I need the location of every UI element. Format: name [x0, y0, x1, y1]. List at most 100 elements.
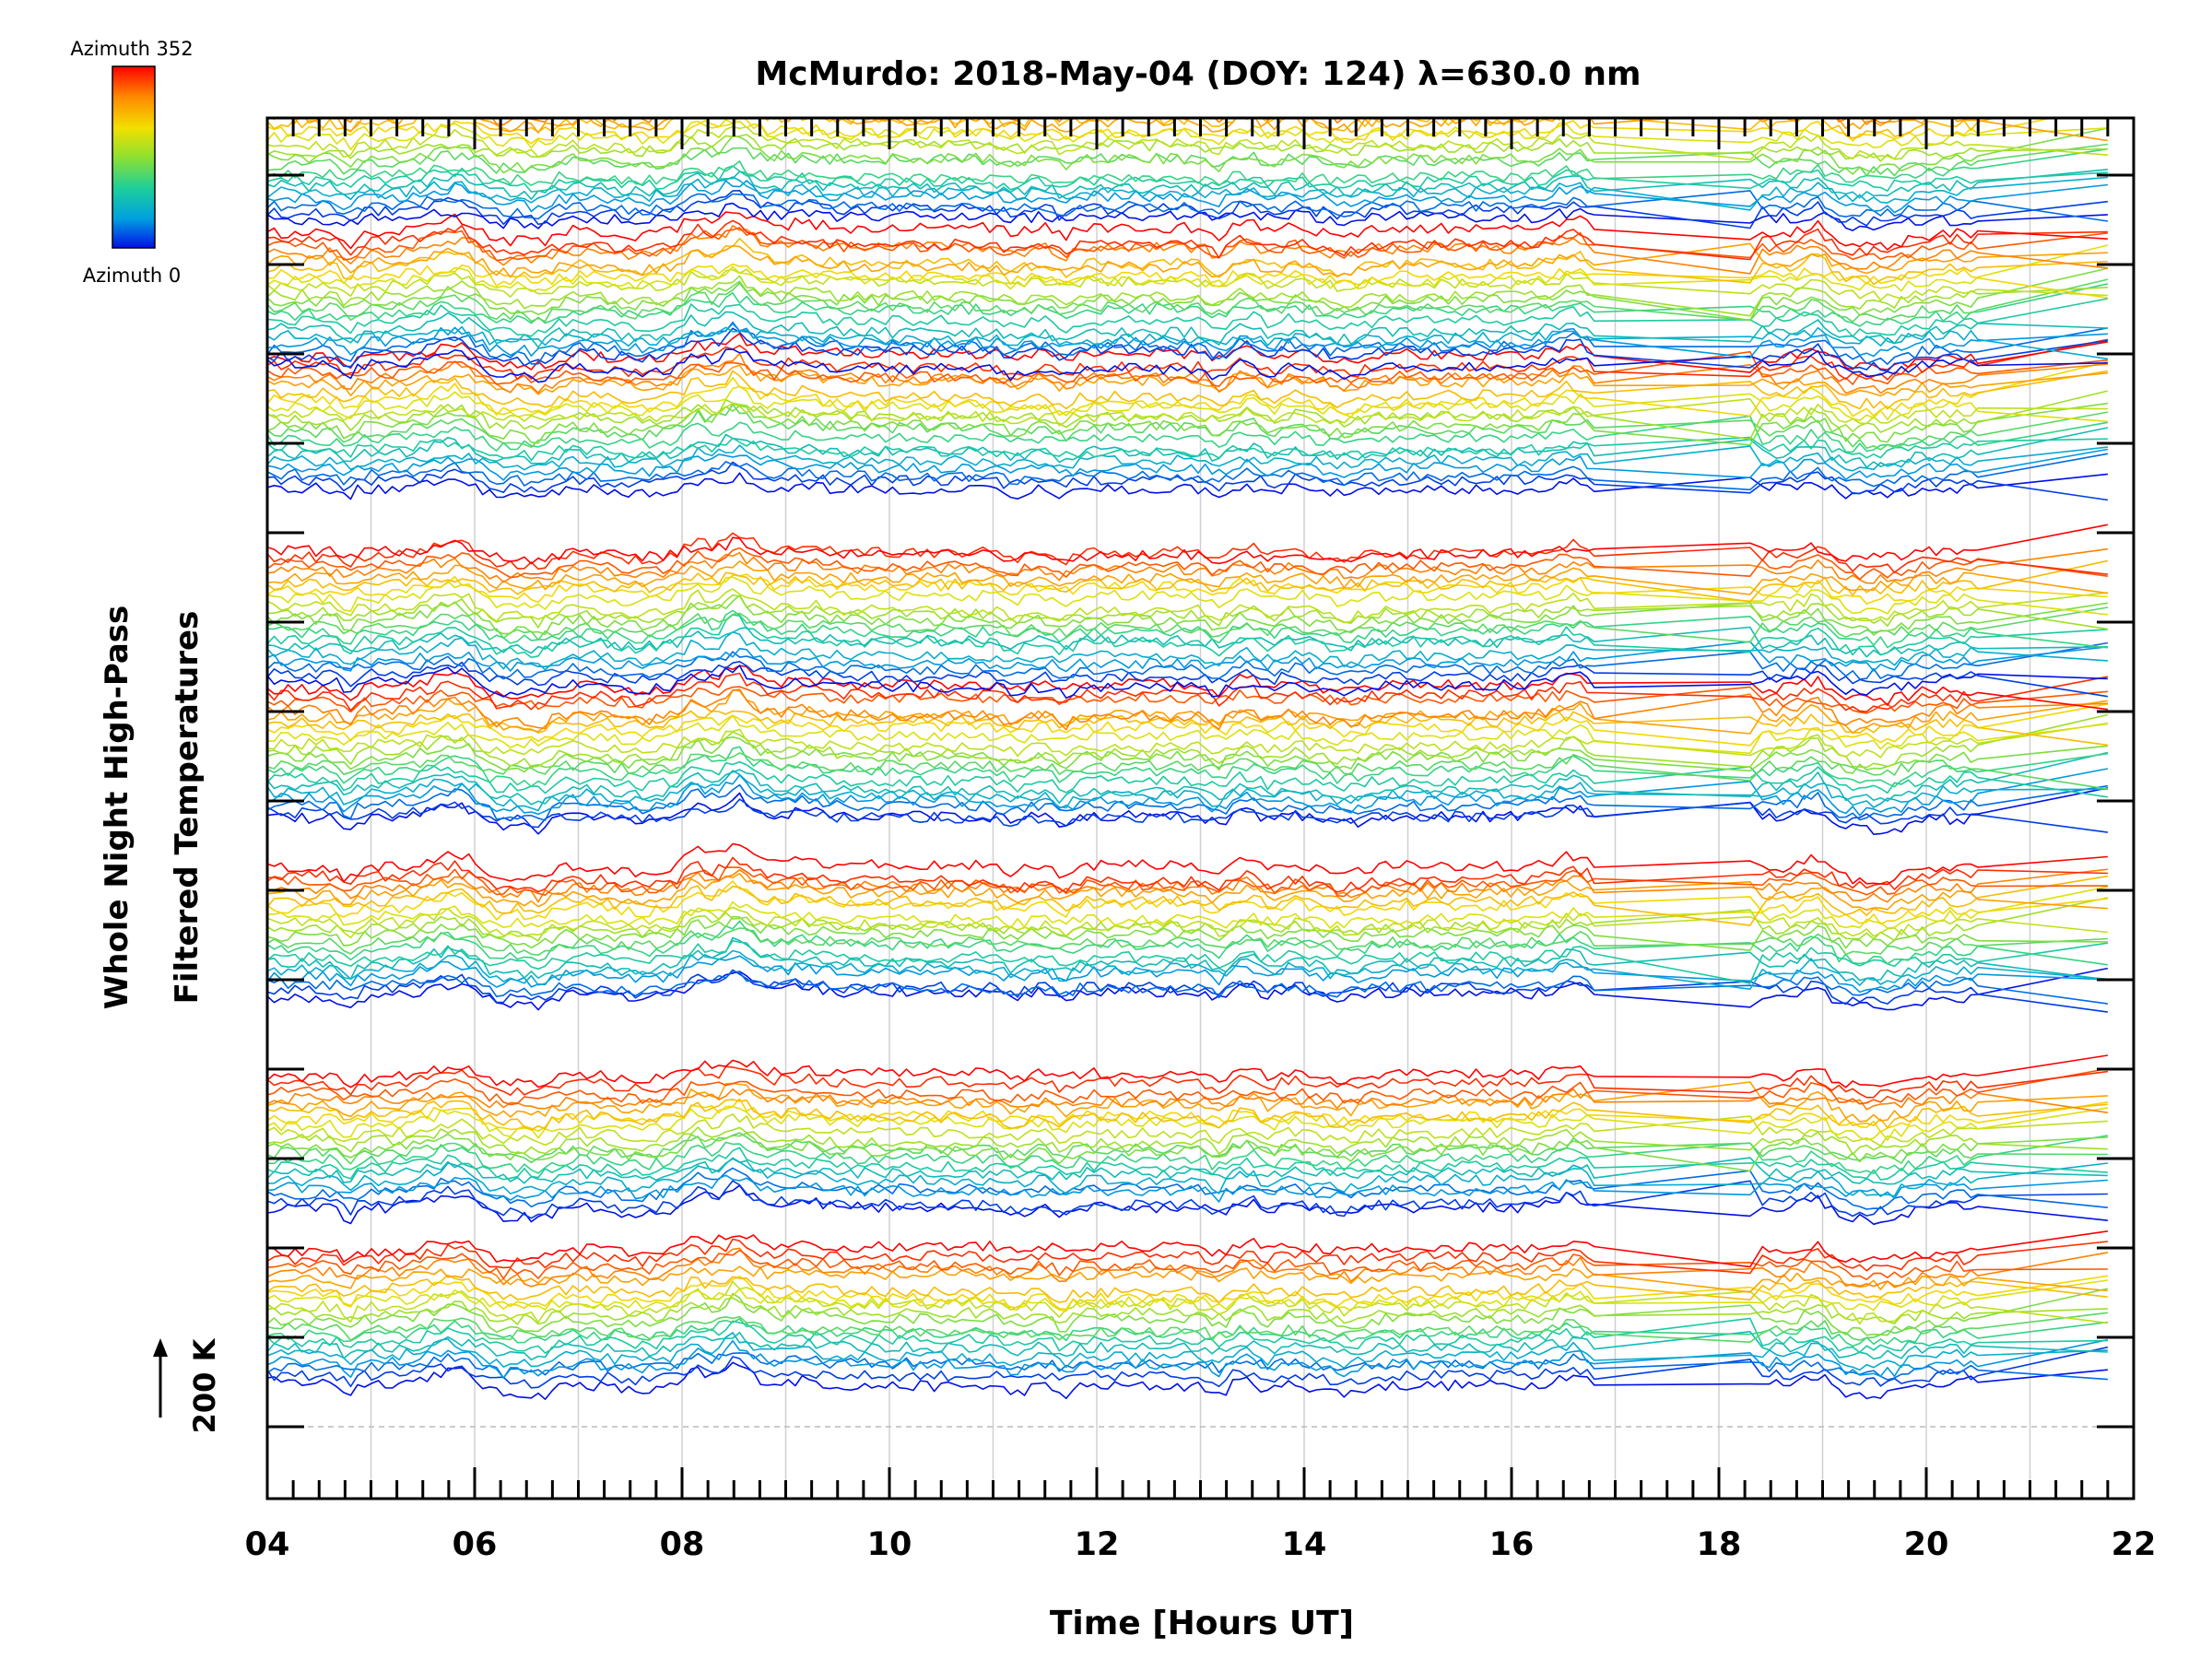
series-line [267, 360, 2109, 418]
series-line [267, 735, 2108, 774]
series-line [267, 630, 2108, 671]
series-line [267, 1157, 2108, 1185]
series-line [267, 1297, 2108, 1325]
series-line [267, 190, 2109, 222]
series-line [267, 118, 1998, 139]
series-line [267, 263, 2109, 299]
series-line [267, 1054, 2109, 1088]
series-line [267, 1247, 2109, 1288]
series-line [267, 436, 2108, 462]
series-line [267, 969, 2109, 1013]
series-line [267, 244, 2109, 293]
series-line [267, 1249, 2108, 1281]
series-line [267, 641, 2109, 680]
series-line [267, 1147, 2108, 1181]
series-line [267, 190, 2108, 229]
series-line [267, 547, 2109, 581]
scale-bar-label: 200 K [187, 1337, 222, 1433]
series-line [267, 1132, 2108, 1172]
series-line [267, 127, 2109, 175]
series-line [267, 453, 2109, 491]
series-line [267, 660, 2109, 698]
series-line [267, 703, 2109, 747]
series-line [267, 298, 2109, 337]
series-line [267, 403, 2109, 451]
series-line [267, 1361, 2108, 1400]
series-line [267, 1338, 2109, 1379]
series-line [267, 770, 2108, 812]
series-line [267, 560, 2109, 595]
series-line [267, 444, 2108, 472]
series-line [267, 242, 2108, 278]
series-line [267, 402, 2109, 446]
series-line [267, 760, 2109, 798]
series-line [267, 970, 2109, 1005]
series-line [267, 1065, 2108, 1099]
series-line [267, 125, 2108, 161]
series-line [267, 1238, 2108, 1275]
series-line [267, 427, 2109, 468]
series-line [267, 327, 2109, 372]
series-line [267, 1088, 2109, 1113]
series-line [267, 1312, 2108, 1343]
series-line [267, 1317, 2108, 1354]
series-line [267, 311, 2108, 348]
y-axis-label-line1: Whole Night High-Pass [99, 606, 135, 1010]
x-tick-labels: 04 06 08 10 12 14 16 18 20 22 [245, 1526, 2157, 1563]
series-line [267, 397, 2108, 427]
series-line [267, 180, 2108, 214]
series-line [267, 350, 2108, 387]
series-line [267, 225, 2108, 275]
series-line [267, 134, 2108, 162]
series-group [267, 118, 2109, 1400]
series-line [267, 665, 2109, 711]
series-line [267, 348, 2108, 383]
x-tick-label: 12 [1075, 1526, 1120, 1563]
x-tick-label: 10 [867, 1526, 912, 1563]
series-line [267, 609, 2108, 649]
series-line [267, 1275, 2109, 1311]
series-line [267, 614, 2108, 659]
series-line [267, 267, 2109, 322]
series-line [267, 672, 2109, 712]
chart-title: McMurdo: 2018-May-04 (DOY: 124) λ=630.0 … [755, 55, 1641, 93]
series-line [267, 751, 2109, 806]
series-line [267, 688, 2108, 731]
series-line [267, 1180, 2108, 1219]
series-line [267, 842, 2108, 886]
series-line [267, 524, 2109, 565]
colorbar-bottom-label: Azimuth 0 [83, 265, 182, 287]
series-line [267, 722, 2109, 759]
series-line [267, 472, 2108, 500]
series-line [267, 949, 2108, 990]
series-line [267, 626, 2108, 658]
series-line [267, 939, 2109, 984]
series-line [267, 1318, 2108, 1347]
series-line [267, 1157, 2108, 1197]
series-line [267, 1288, 2109, 1336]
series-line [267, 118, 2055, 145]
series-line [267, 364, 2108, 397]
series-line [267, 333, 2109, 373]
x-tick-label: 18 [1697, 1526, 1742, 1563]
series-line [267, 606, 2109, 643]
series-line [267, 783, 2109, 821]
series-line [267, 594, 2109, 636]
series-line [267, 872, 2108, 912]
series-line [267, 1099, 2108, 1131]
series-line [267, 283, 2109, 327]
series-line [267, 886, 2109, 929]
series-line [267, 237, 2108, 286]
colorbar-top-label: Azimuth 352 [70, 38, 193, 60]
series-line [267, 866, 2108, 898]
series-line [267, 576, 2108, 616]
series-line [267, 688, 2109, 735]
series-line [267, 875, 2109, 926]
series-line [267, 176, 2108, 211]
x-tick-label: 22 [2112, 1526, 2157, 1563]
series-line [267, 169, 2108, 200]
series-line [267, 559, 2109, 603]
series-line [267, 768, 2109, 817]
series-line [267, 787, 2109, 836]
